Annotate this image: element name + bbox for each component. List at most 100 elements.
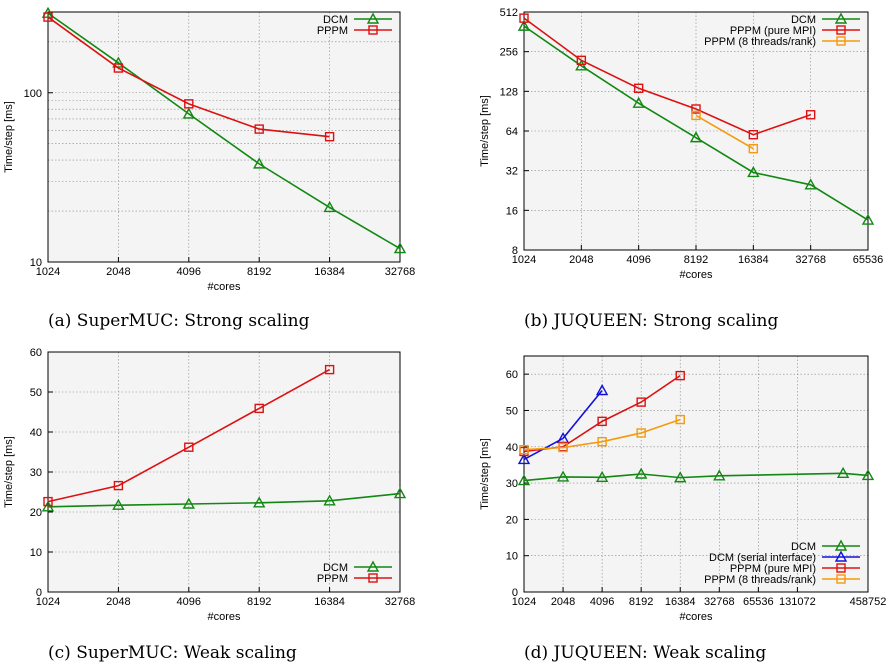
y-tick-label: 0 [36,587,42,599]
y-tick-label: 50 [506,405,518,417]
x-tick-label: 65536 [743,596,774,608]
series-pppm [43,12,335,142]
legend-label: DCM [791,541,816,553]
data-point [324,364,335,375]
y-tick-label: 32 [506,166,518,178]
legend-label: PPPM (pure MPI) [730,563,816,575]
series-line [523,472,869,482]
y-axis-label: Time/step [ms] [479,438,491,510]
x-tick-label: 1024 [512,596,536,608]
data-point [675,414,685,425]
y-tick-label: 256 [500,47,518,59]
data-point [748,143,759,154]
data-point [804,178,817,190]
y-tick-label: 8 [512,245,518,257]
series-line [523,389,603,461]
data-point [576,55,587,66]
data-point [836,466,850,478]
data-point [324,131,335,142]
legend-label: PPPM (8 threads/rank) [704,36,816,48]
legend-marker [834,550,848,562]
data-point [254,124,264,134]
series-line [523,17,811,136]
y-tick-label: 20 [506,514,518,526]
series-line [695,114,754,150]
y-tick-label: 64 [506,126,518,138]
legend-marker [836,36,846,46]
y-tick-label: 10 [30,257,42,269]
data-point [393,242,407,254]
data-point [519,444,529,455]
data-point [112,498,125,510]
data-point [674,471,687,483]
series-line [47,12,401,250]
x-tick-label: 1024 [36,266,60,278]
x-tick-label: 2048 [569,254,593,266]
chart-2: 1024 2048 4096 8192 16384 32768 0 10 20 30 40 50 60 #… [3,347,415,663]
data-point [558,442,568,453]
plot-area [47,11,401,263]
y-tick-label: 100 [24,88,42,100]
x-tick-label: 4096 [177,266,201,278]
legend-marker [836,25,846,35]
data-point [633,83,644,93]
x-tick-label: 8192 [247,596,271,608]
y-axis-label: Time/step [ms] [3,436,15,508]
data-point [748,129,759,140]
data-point [113,63,124,73]
legend-label: DCM [791,14,816,26]
data-point [43,12,53,22]
y-tick-label: 30 [506,478,518,490]
data-point [861,469,875,481]
data-point [675,370,685,381]
data-point [43,496,53,507]
data-point [595,470,609,482]
data-point [691,104,701,114]
data-point [184,99,194,109]
x-tick-label: 2048 [551,596,575,608]
x-tick-label: 8192 [629,596,653,608]
x-tick-label: 32768 [385,266,416,278]
chart-caption: (c) SuperMUC: Weak scaling [48,643,297,663]
data-point [597,416,607,427]
y-tick-label: 40 [506,442,518,454]
series-pppm [43,364,335,507]
series-line [523,25,869,221]
y-tick-label: 50 [30,387,42,399]
legend-marker [836,574,846,584]
x-tick-label: 8192 [247,266,271,278]
data-point [517,474,531,486]
y-axis-label: Time/step [ms] [3,101,15,173]
chart-1: 1024 2048 4096 8192 16384 32768 65536 8 16 32 64 12… [479,7,883,331]
data-point [323,494,336,506]
data-point [519,13,529,23]
data-point [595,384,609,396]
x-tick-label: 1024 [512,254,536,266]
x-axis-label: #cores [679,611,713,623]
legend-label: DCM [323,562,348,574]
data-point [805,110,816,120]
legend-marker [368,573,378,583]
data-point [182,107,195,119]
data-point [597,436,607,447]
x-tick-label: 1024 [36,596,60,608]
y-tick-label: 0 [512,587,518,599]
y-tick-label: 20 [30,507,42,519]
x-tick-label: 65536 [853,254,884,266]
x-tick-label: 32768 [795,254,826,266]
data-point [323,201,336,213]
data-point [254,403,264,414]
legend-label: PPPM [317,25,348,37]
y-tick-label: 10 [30,547,42,559]
data-point [556,470,570,482]
series-dcm [517,466,875,486]
x-tick-label: 131072 [779,596,816,608]
legend-label: DCM [323,14,348,26]
data-point [182,497,195,509]
y-tick-label: 30 [30,467,42,479]
legend-label: PPPM [317,573,348,585]
